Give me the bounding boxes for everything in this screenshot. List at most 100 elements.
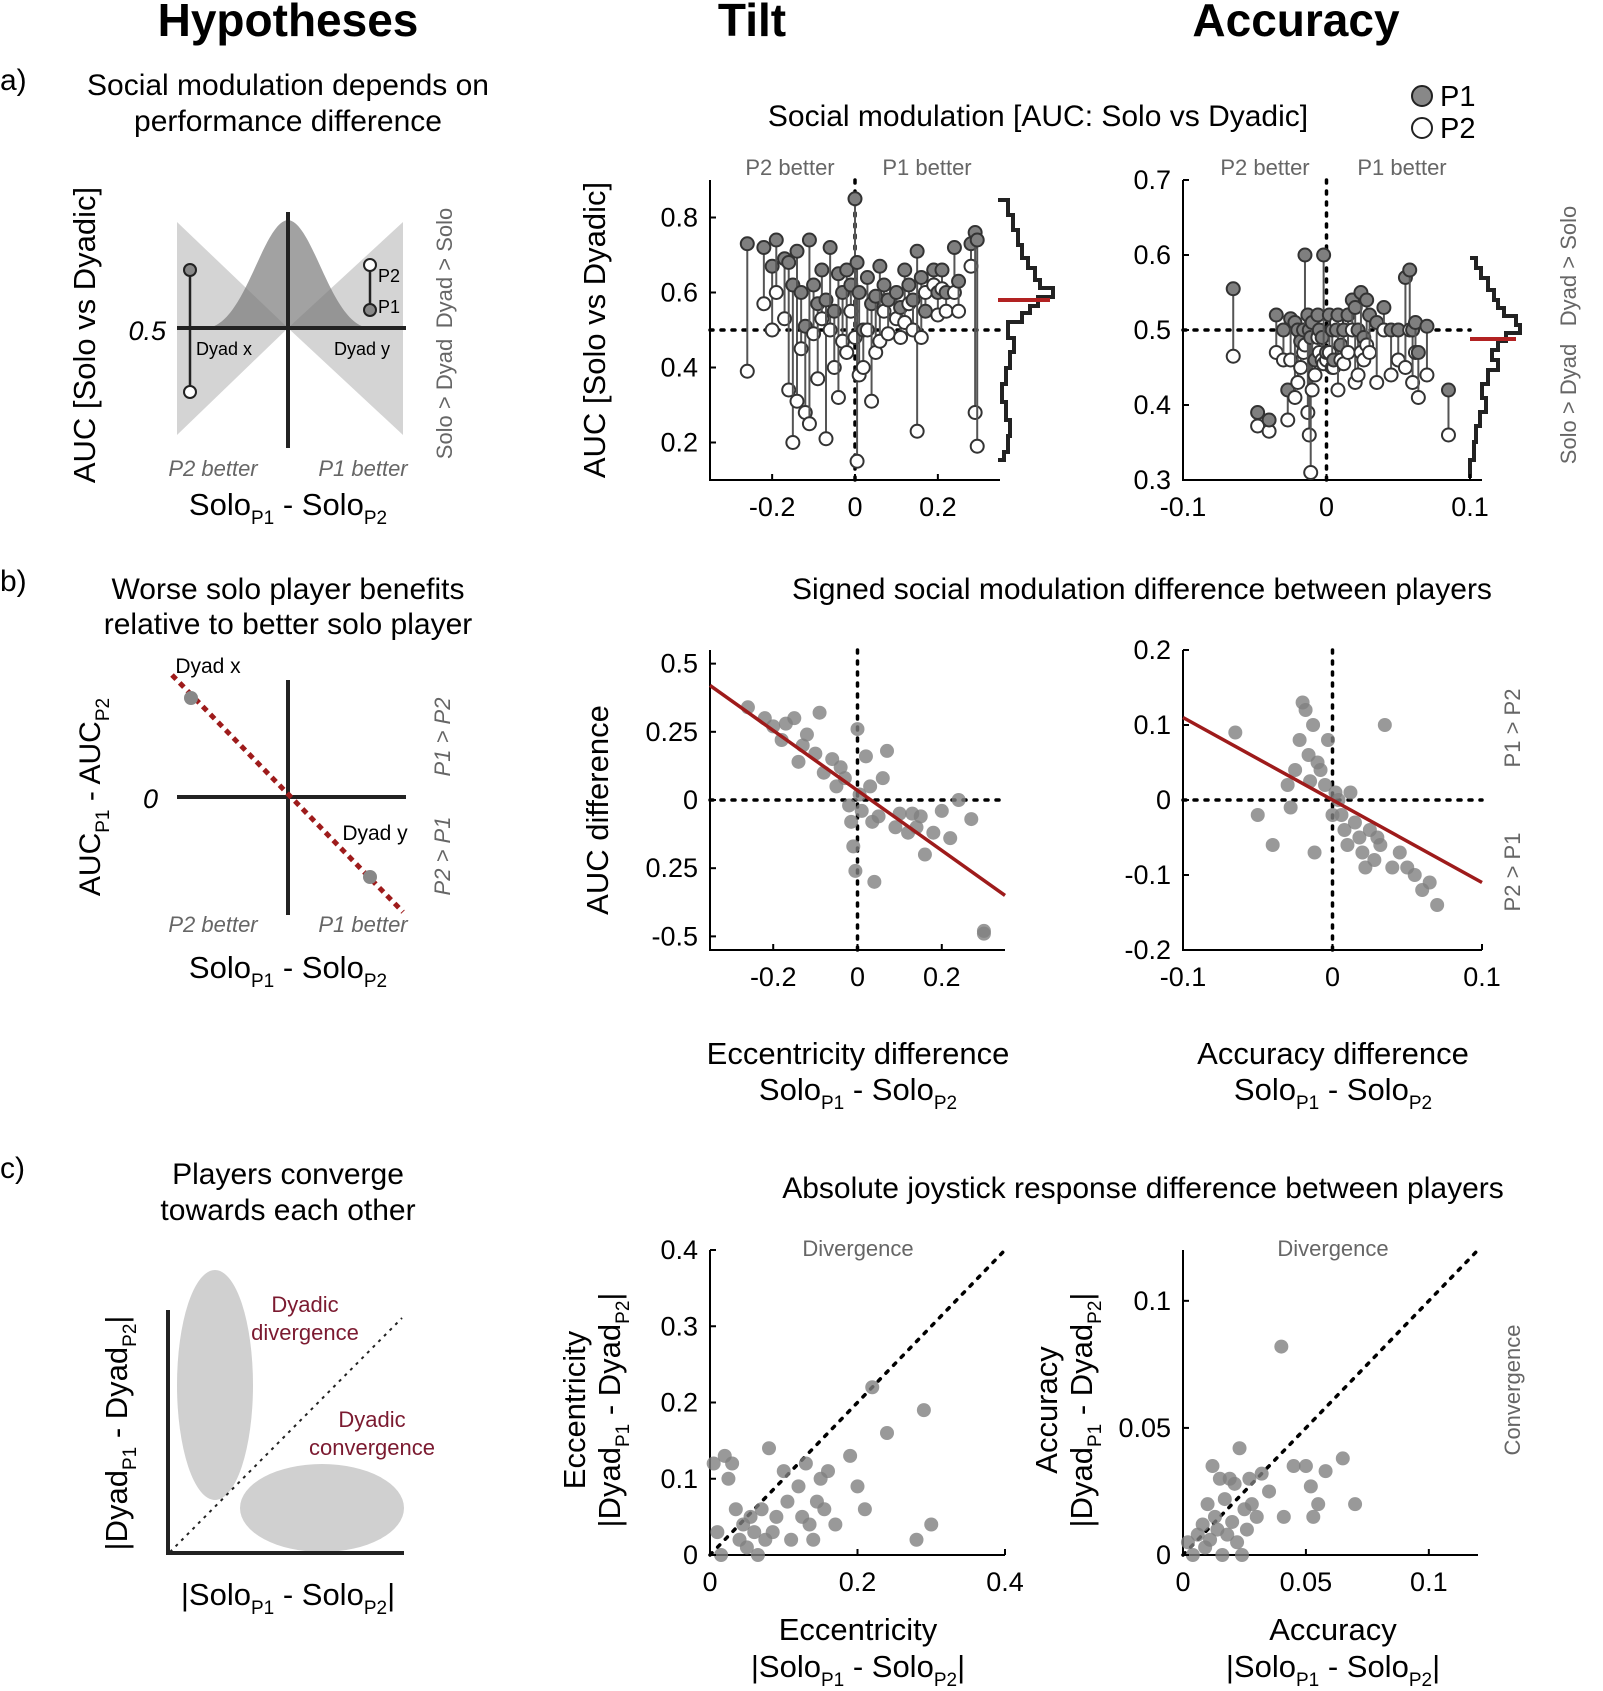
c-acc-ytick-label: 0.05 [1118,1413,1171,1443]
b-acc-xtick-label: 0.1 [1463,962,1501,992]
scatter-point [1239,1522,1254,1537]
b-tilt-xlabel-line1: Eccentricity difference [707,1036,1010,1071]
scatter-point [1334,808,1349,822]
scatter-point [863,779,878,794]
hyp-c-divergence-line1: Dyadic [271,1292,338,1317]
p1-point [781,255,797,270]
hyp-a-p1-label: P1 [378,297,400,317]
p1-point [1225,281,1241,297]
p2-point [1301,427,1317,443]
p1-point [1440,382,1456,398]
a-acc-right-top: Dyad > Solo [1556,206,1581,326]
p2-point [785,435,801,450]
scatter-point [784,1532,799,1547]
p1-point [1419,318,1435,334]
scatter-point [1283,800,1298,815]
scatter-point [1422,875,1437,890]
scatter-point [817,1502,832,1517]
p2-point [969,438,985,454]
hyp-a-side-bottom: Solo > Dyad [432,339,457,459]
scatter-point [799,727,814,742]
scatter-point [1340,838,1355,852]
scatter-point [858,749,873,764]
scatter-point [791,754,806,769]
a-acc-xtick-label: 0.1 [1451,492,1489,522]
hyp-c-diagram: Dyadic divergence Dyadic convergence |Dy… [99,1270,435,1619]
scatter-point [934,803,949,818]
p2-point [801,416,817,432]
b-tilt-xlabel-line2: SoloP1 - SoloP2 [759,1072,957,1114]
row-c-title: Absolute joystick response difference be… [782,1172,1504,1205]
a-acc-hist-outline [1468,256,1522,478]
scatter-point [780,1494,795,1509]
a-tilt-ytick-label: 0.8 [660,203,698,233]
p2-point [1300,405,1316,420]
scatter-point [1274,1339,1289,1354]
a-tilt-ytick-label: 0.2 [660,428,698,458]
a-tilt-y-ticks: 0.2 0.4 0.6 0.8 [660,203,698,458]
hyp-b-title-line1: Worse solo player benefits [112,573,465,606]
b-tilt-xtick-label: 0 [850,962,865,992]
scatter-point [1215,1548,1230,1562]
p1-point [913,270,929,285]
scatter-point [1254,1466,1269,1481]
scatter-point [916,1403,931,1418]
chart-b-accuracy: -0.2 -0.1 0 0.1 0.2 -0.1 0 0.1 P1 > P2 P… [1124,635,1525,1114]
a-acc-ytick-label: 0.7 [1133,165,1171,195]
scatter-point [714,1548,729,1562]
b-tilt-xtick-label: -0.2 [750,962,797,992]
b-acc-ytick-label: -0.1 [1124,860,1171,890]
scatter-point [1335,1451,1350,1466]
scatter-point [1367,853,1382,867]
hyp-a-ylabel: AUC [Solo vs Dyadic] [67,187,102,483]
p2-point [830,390,846,405]
scatter-point [865,1380,880,1395]
scatter-point [1377,718,1392,732]
scatter-point [1352,830,1367,845]
hyp-c-axes [166,1310,404,1555]
p2-point [1307,367,1323,383]
c-tilt-ylabel-line2: |DyadP1 - DyadP2| [592,1293,634,1528]
c-tilt-ytick-label: 0.4 [660,1235,698,1265]
a-tilt-xtick-label: 0.2 [919,492,957,522]
a-tilt-histogram [998,198,1055,462]
c-acc-reference-lines [1181,1248,1480,1557]
scatter-point [1313,763,1328,777]
p1-point [888,285,904,300]
scatter-point [750,1548,765,1562]
p2-point [1419,367,1435,383]
scatter-point [1348,1497,1363,1512]
a-acc-right-bottom: Solo > Dyad [1556,344,1581,464]
p2-point [756,296,772,312]
p2-point [768,285,784,300]
header-hypotheses: Hypotheses [158,0,419,46]
hyp-b-side-top: P1 > P2 [430,698,455,777]
scatter-point [1200,1497,1215,1512]
hyp-c-convergence-line1: Dyadic [338,1407,405,1432]
header-tilt: Tilt [718,0,786,46]
scatter-point [706,1456,721,1471]
p2-point [818,431,834,447]
a-tilt-xtick-label: -0.2 [749,492,796,522]
chart-c-tilt: Divergence 0 0.1 0.2 0.3 0.4 0 0.2 0.4 E… [557,1235,1024,1691]
b-tilt-ytick-label: 0 [683,785,698,815]
c-acc-ytick-label: 0.1 [1133,1286,1171,1316]
hyp-b-diagram: Dyad x Dyad y 0 P2 better P1 better P1 >… [74,655,455,992]
c-acc-ytick-label: 0 [1156,1540,1171,1570]
p2-point [1290,375,1306,390]
c-acc-divergence: Divergence [1277,1236,1388,1261]
a-acc-histogram [1468,256,1522,478]
p1-point [1297,247,1313,263]
hyp-c-convergence-ellipse [240,1464,404,1552]
hyp-a-dyad-x-label: Dyad x [196,339,252,359]
p1-point [739,236,755,252]
scatter-point [1217,1492,1232,1507]
p1-point [1268,307,1284,323]
p1-point [1261,412,1277,428]
scatter-point [787,711,802,726]
scatter-point [1298,1459,1313,1474]
hyp-a-dyad-x-p2-marker [183,385,197,399]
scatter-point [1306,718,1321,732]
scatter-point [943,831,958,846]
scatter-point [1235,1548,1249,1562]
